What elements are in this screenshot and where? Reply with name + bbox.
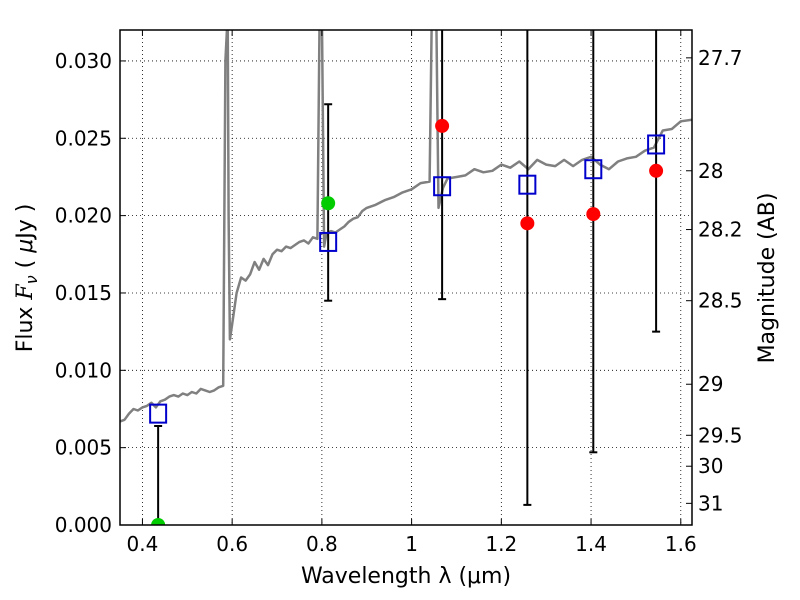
grid — [120, 30, 692, 526]
right-tick-label: 31 — [698, 491, 723, 515]
y-axis-label-left: Flux Fν ( μJy ) — [13, 204, 41, 353]
right-tick-label: 28.5 — [698, 289, 743, 313]
axis-ticks: 0.4 0.6 0.8 1 1.2 1.4 1.6 0.000 0.005 0.010 0.015 0… — [55, 30, 743, 556]
y-label-unit-mu: μ — [13, 239, 38, 254]
model-photometry-square — [518, 174, 537, 195]
model-photometry-square — [584, 159, 603, 180]
plot-area — [120, 30, 692, 525]
x-tick-label: 0.6 — [216, 532, 248, 556]
right-tick-label: 27.7 — [698, 46, 743, 70]
y-tick-label: 0.010 — [55, 358, 112, 382]
y-tick-label: 0.000 — [55, 513, 112, 537]
model-photometry-square — [647, 134, 666, 155]
x-tick-label: 0.4 — [127, 532, 159, 556]
y-label-unit-open: ( — [13, 253, 38, 276]
y-axis-label-right: Magnitude (AB) — [755, 193, 780, 364]
nondetected-flux-point — [520, 216, 535, 231]
detected-flux-point — [321, 196, 336, 211]
detected-flux-point — [151, 518, 166, 525]
y-label-prefix: Flux — [13, 300, 38, 353]
nondetected-flux-point — [649, 163, 664, 178]
right-tick-label: 29 — [698, 372, 723, 396]
x-tick-label: 1.4 — [575, 532, 607, 556]
y-tick-label: 0.015 — [55, 281, 112, 305]
y-label-subscript: ν — [22, 275, 41, 284]
right-tick-label: 28 — [698, 159, 723, 183]
model-photometry-square — [319, 231, 338, 252]
x-tick-label: 1 — [405, 532, 418, 556]
x-tick-label: 1.6 — [665, 532, 697, 556]
y-tick-label: 0.020 — [55, 204, 112, 228]
y-tick-label: 0.025 — [55, 126, 112, 150]
y-label-symbol: F — [13, 284, 38, 301]
model-photometry-square — [433, 176, 452, 197]
right-tick-label: 29.5 — [698, 423, 743, 447]
template-spectrum-line — [120, 30, 692, 423]
model-photometry-square — [149, 403, 168, 424]
y-tick-label: 0.030 — [55, 49, 112, 73]
nondetected-flux-point — [435, 118, 450, 133]
y-label-unit-rest: Jy ) — [13, 204, 38, 241]
x-tick-label: 1.2 — [485, 532, 517, 556]
nondetected-flux-point — [586, 207, 601, 222]
right-tick-label: 30 — [698, 454, 723, 478]
plot-frame — [119, 29, 693, 526]
x-tick-label: 0.8 — [306, 532, 338, 556]
x-axis-label: Wavelength λ (μm) — [301, 564, 511, 589]
y-tick-label: 0.005 — [55, 436, 112, 460]
right-tick-label: 28.2 — [698, 218, 743, 242]
